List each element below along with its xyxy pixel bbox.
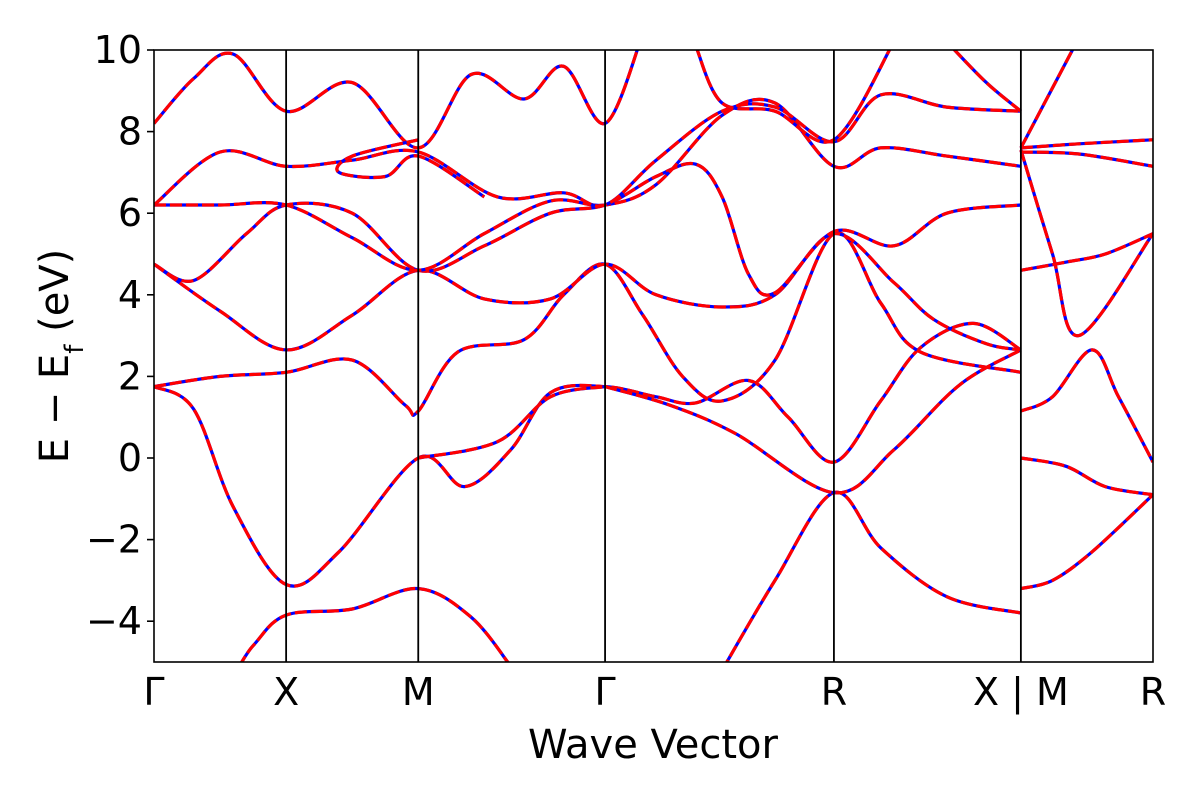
x-tick-label-2: M — [402, 670, 435, 714]
band-7-blue — [154, 231, 1022, 352]
x-tick-label-5: X | M — [973, 670, 1069, 715]
y-tick-label-1: 8 — [118, 110, 142, 154]
x-axis: Γ X M Γ R X | M R — [143, 670, 1166, 715]
band-6-red — [417, 385, 606, 460]
y-tick-label-2: 6 — [118, 191, 142, 235]
band-14-red — [1019, 149, 1153, 338]
band-16-red — [1020, 348, 1153, 463]
x-tick-label-0: Γ — [143, 670, 164, 714]
y-tick-label-3: 4 — [118, 273, 142, 317]
band-18-red — [1020, 138, 1153, 150]
y-tick-label-5: 0 — [118, 436, 142, 480]
x-tick-label-1: X — [273, 670, 299, 714]
band-8-blue — [154, 161, 1022, 297]
y-tick-label-6: −2 — [86, 518, 142, 562]
x-tick-label-4: R — [821, 670, 847, 714]
band-12-blue — [335, 138, 486, 199]
band-15-red — [1020, 232, 1153, 272]
band-17-red — [1020, 456, 1153, 497]
band-7-red — [154, 231, 1022, 352]
y-tick-label-4: 2 — [118, 354, 142, 398]
band-19-red — [1020, 150, 1153, 168]
band-1-blue — [725, 490, 1022, 662]
x-tick-label-3: Γ — [594, 670, 615, 714]
y-axis: 10 8 6 4 2 0 −2 −4 — [86, 28, 154, 643]
band-3-blue — [1020, 493, 1153, 591]
high-symmetry-lines — [285, 50, 1022, 662]
band-21-red — [952, 50, 1022, 113]
band-5-red — [604, 348, 1022, 495]
band-12-red — [335, 138, 486, 199]
band-13-red — [695, 50, 892, 144]
band-20-red — [1019, 50, 1075, 149]
band-2-red — [154, 321, 1022, 588]
y-tick-label-7: −4 — [86, 599, 142, 643]
y-axis-title-unit: (eV) — [32, 249, 78, 345]
y-axis-title: E − Ef (eV) — [32, 249, 90, 464]
band-8-red — [154, 161, 1022, 297]
y-tick-label-0: 10 — [94, 28, 142, 72]
band-3-red — [1020, 493, 1153, 591]
band-1-red — [725, 490, 1022, 662]
band-11-red — [154, 50, 639, 150]
band-5-blue — [604, 348, 1022, 495]
band-11-blue — [154, 50, 639, 150]
plot-frame — [153, 49, 1154, 663]
band-0-red — [239, 586, 510, 662]
x-axis-title: Wave Vector — [528, 722, 779, 768]
y-axis-title-sub: f — [60, 344, 90, 354]
bands-layer — [154, 50, 1153, 662]
band-13-blue — [695, 50, 892, 144]
x-tick-label-6: R — [1140, 670, 1166, 714]
y-axis-title-main: E − E — [32, 354, 78, 464]
